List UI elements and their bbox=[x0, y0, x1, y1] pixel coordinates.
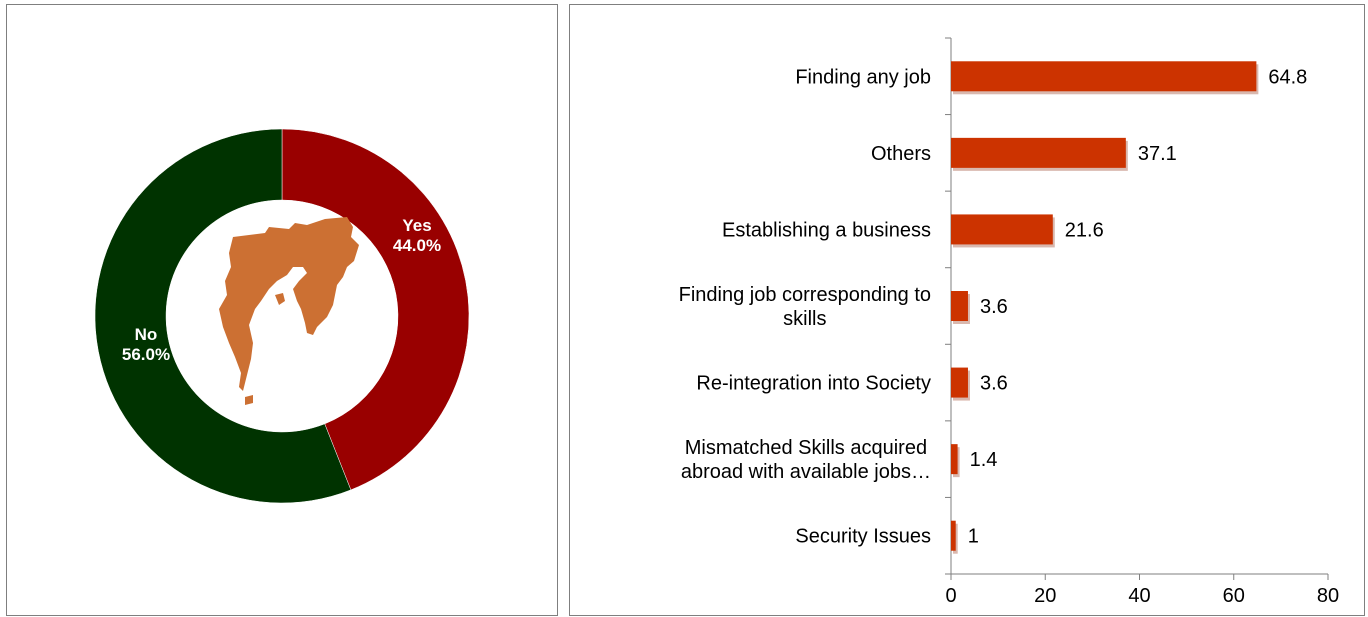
map-icon bbox=[219, 217, 359, 405]
category-label: Finding job corresponding to bbox=[679, 284, 931, 306]
bar bbox=[951, 444, 958, 475]
x-tick-label: 0 bbox=[945, 585, 956, 607]
bar-value-label: 1.4 bbox=[970, 449, 998, 471]
x-tick-label: 20 bbox=[1034, 585, 1056, 607]
slice-no bbox=[94, 128, 352, 504]
bar bbox=[951, 137, 1126, 168]
bar bbox=[951, 214, 1053, 245]
bar bbox=[951, 520, 956, 551]
category-label: Mismatched Skills acquired bbox=[685, 437, 927, 459]
category-label: Others bbox=[871, 143, 931, 165]
slice-percent-label: 56.0% bbox=[122, 345, 170, 364]
category-label: abroad with available jobs… bbox=[681, 461, 931, 483]
category-label: Establishing a business bbox=[722, 219, 931, 241]
slice-percent-label: 44.0% bbox=[393, 236, 441, 255]
x-tick-label: 40 bbox=[1128, 585, 1150, 607]
doughnut-chart-panel: Yes 44.0% No 56.0% bbox=[6, 4, 558, 616]
slice-category-label: Yes bbox=[402, 216, 431, 235]
bar bbox=[951, 367, 968, 398]
slice-category-label: No bbox=[135, 325, 158, 344]
category-label: skills bbox=[783, 308, 826, 330]
x-tick-label: 80 bbox=[1317, 585, 1339, 607]
bar-value-label: 3.6 bbox=[980, 373, 1008, 395]
x-tick-label: 60 bbox=[1223, 585, 1245, 607]
bar bbox=[951, 291, 968, 321]
bar-value-label: 64.8 bbox=[1268, 66, 1307, 88]
bar bbox=[951, 61, 1257, 92]
category-label: Finding any job bbox=[795, 66, 931, 88]
bar-chart: 0 20 40 60 80 64.8 Finding any job 37.1 Others 21… bbox=[679, 37, 1339, 607]
bar-value-label: 21.6 bbox=[1065, 219, 1104, 241]
bar-chart-panel: 0 20 40 60 80 64.8 Finding any job 37.1 Others 21… bbox=[569, 4, 1365, 616]
bar-value-label: 3.6 bbox=[980, 296, 1008, 318]
bar-value-label: 1 bbox=[968, 526, 979, 548]
category-label: Re-integration into Society bbox=[696, 373, 931, 395]
category-label: Security Issues bbox=[795, 526, 931, 548]
bar-value-label: 37.1 bbox=[1138, 143, 1177, 165]
